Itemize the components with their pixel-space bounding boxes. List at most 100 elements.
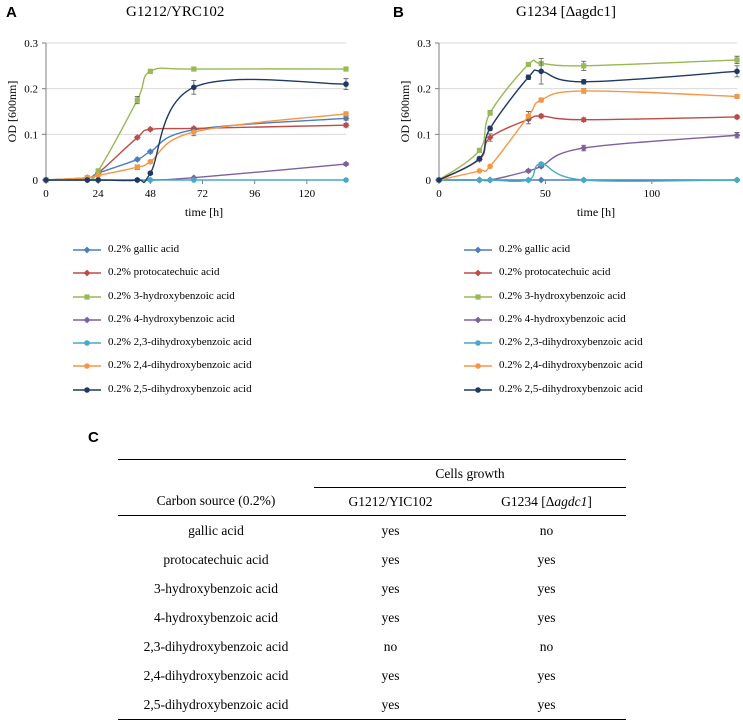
cell-g1212: no: [383, 638, 398, 654]
panel-letter-b: B: [393, 4, 404, 21]
legend-marker: [83, 269, 91, 277]
y-tick-label: 0.1: [417, 129, 431, 141]
table-header-g1234: G1234 [Δagdc1]: [467, 487, 626, 516]
cell-carbon-source: 2,5-dihydroxybenzoic acid: [118, 690, 314, 720]
data-point: [525, 113, 532, 119]
data-point: [476, 155, 483, 162]
g1234-close: ]: [587, 493, 592, 509]
cell-carbon-source: 2,4-dihydroxybenzoic acid: [143, 667, 289, 683]
data-point: [147, 68, 153, 74]
data-point: [487, 125, 493, 132]
data-point: [476, 168, 483, 174]
data-point: [147, 170, 154, 176]
x-tick-label: 50: [540, 188, 552, 200]
legend-label: 0.2% 2,3-dihydroxybenzoic acid: [108, 336, 252, 349]
data-point: [95, 177, 101, 183]
table-row: 2,4-dihydroxybenzoic acid yes yes: [118, 661, 626, 690]
panel-letter-a: A: [6, 4, 17, 21]
data-point: [147, 158, 154, 165]
legend-label: 0.2% 4-hydroxybenzoic acid: [108, 312, 235, 325]
series-3: [43, 66, 349, 183]
legend-marker: [474, 316, 482, 324]
legend-swatch: [73, 246, 101, 254]
legend-marker: [474, 246, 482, 254]
legend-label: 0.2% protocatechuic acid: [108, 266, 220, 279]
x-tick-label: 120: [299, 188, 316, 200]
data-point: [580, 88, 587, 94]
series-7: [43, 78, 349, 184]
legend-marker: [84, 293, 90, 300]
legend-swatch: [73, 340, 101, 346]
table-row: 2,3-dihydroxybenzoic acid no no: [118, 632, 626, 661]
cell-carbon-source: gallic acid: [188, 522, 244, 538]
table-row: gallic acid yes no: [118, 516, 626, 546]
data-point: [525, 61, 531, 68]
table-body: gallic acid yes no protocatechuic acid yes ye…: [118, 516, 626, 720]
data-point: [580, 116, 588, 124]
data-point: [537, 176, 545, 184]
legend-swatch: [73, 269, 101, 277]
data-point: [343, 81, 349, 87]
series-line: [45, 67, 347, 181]
cell-carbon-source: 3-hydroxybenzoic acid: [153, 580, 279, 596]
cell-g1234: yes: [467, 690, 626, 720]
data-point: [134, 164, 141, 171]
cell-g1234: yes: [537, 551, 556, 567]
table-row: 2,5-dihydroxybenzoic acid yes yes: [118, 690, 626, 720]
g1234-gene: agdc1: [554, 493, 588, 509]
legend-swatch: [73, 386, 101, 393]
legend-marker: [84, 340, 90, 346]
data-point: [581, 63, 587, 69]
table-row: 4-hydroxybenzoic acid yes yes: [118, 603, 626, 632]
chart-a: 0 0.1 0.2 0.3 0 24 48 72 96 120 time [h] OD [600nm]: [5, 38, 350, 219]
series-line: [438, 90, 738, 181]
chart-b-title: G1234 [Δagdc1]: [516, 4, 617, 20]
series-6: [436, 88, 740, 183]
data-point: [580, 177, 587, 183]
legend-swatch: [73, 293, 101, 300]
data-point: [487, 110, 493, 116]
cell-carbon-source: protocatechuic acid: [163, 551, 269, 567]
legend-marker: [83, 316, 91, 324]
legend-swatch: [464, 293, 492, 300]
x-axis-label: time [h]: [577, 205, 615, 219]
data-point: [476, 147, 483, 153]
data-point: [342, 121, 350, 129]
data-point: [43, 177, 49, 183]
cell-carbon-source: 4-hydroxybenzoic acid: [153, 609, 279, 625]
cell-carbon-source: 2,3-dihydroxybenzoic acid: [143, 638, 289, 654]
y-tick-label: 0: [33, 175, 39, 187]
cell-g1212: yes: [381, 667, 400, 683]
growth-table: Cells growth Carbon source (0.2%) G1212/…: [118, 459, 626, 720]
series-7: [436, 58, 740, 183]
data-point: [580, 144, 588, 152]
legend-label: 0.2% 4-hydroxybenzoic acid: [499, 312, 626, 325]
legend-label: 0.2% gallic acid: [108, 243, 180, 255]
data-point: [487, 177, 493, 183]
legend-marker: [475, 293, 481, 300]
cell-g1234: no: [539, 638, 554, 654]
data-point: [84, 177, 91, 183]
y-tick-label: 0.3: [24, 38, 38, 50]
data-point: [525, 74, 532, 81]
legend-swatch: [73, 363, 101, 370]
data-point: [734, 57, 740, 63]
data-point: [733, 113, 741, 121]
legend-marker: [84, 386, 90, 393]
legend-swatch: [464, 316, 492, 324]
x-tick-label: 72: [197, 188, 208, 200]
legend-swatch: [464, 246, 492, 254]
y-tick-label: 0.2: [417, 84, 431, 96]
x-tick-label: 0: [43, 188, 49, 200]
data-point: [343, 66, 349, 72]
data-point: [95, 172, 101, 179]
panel-letter-c: C: [88, 429, 99, 446]
data-point: [342, 160, 350, 168]
cell-g1234: no: [539, 522, 554, 538]
data-point: [191, 84, 197, 91]
series-1: [42, 114, 350, 184]
cell-g1234: yes: [537, 580, 556, 596]
cell-g1234: yes: [537, 609, 556, 625]
legend-swatch: [73, 316, 101, 324]
series-line: [438, 69, 738, 181]
